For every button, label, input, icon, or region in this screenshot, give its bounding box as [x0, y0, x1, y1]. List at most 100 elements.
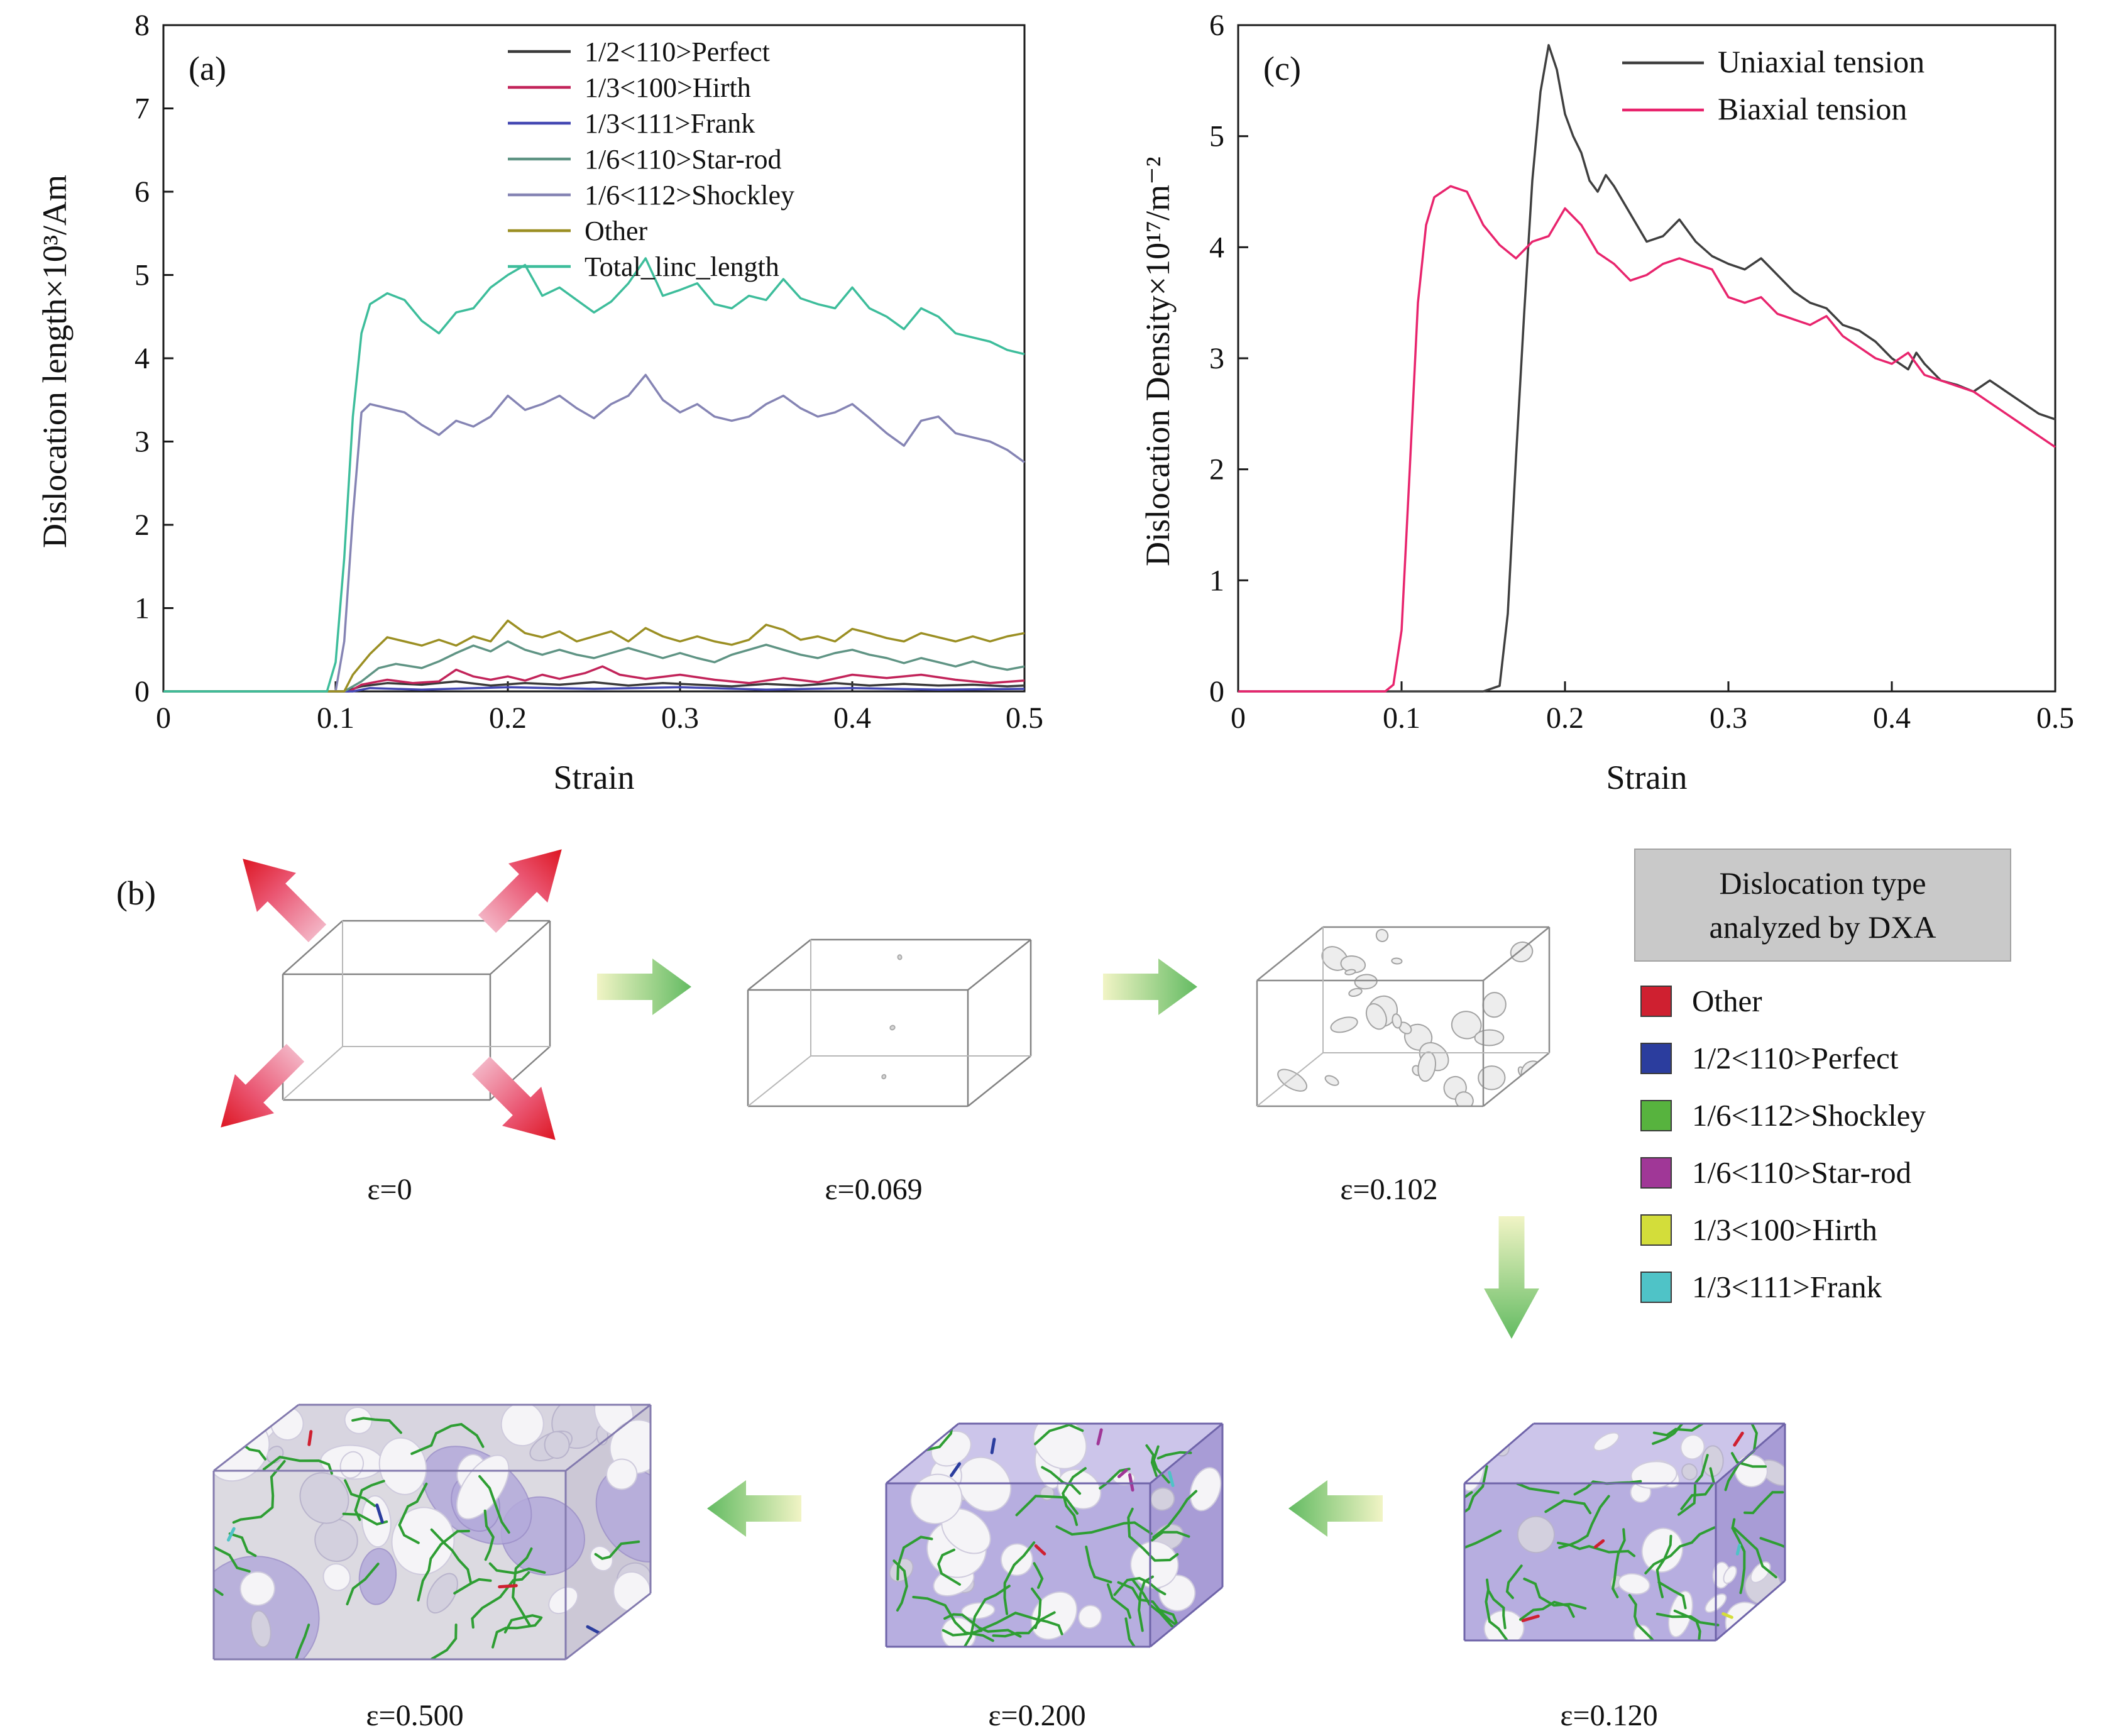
void-blob — [1417, 1051, 1436, 1082]
box-hidden-edge — [1256, 1052, 1324, 1107]
dislocation-line — [1127, 1507, 1179, 1562]
flow-arrow-right-1 — [597, 959, 691, 1015]
dislocation-line — [1519, 1600, 1575, 1621]
dislocation-line — [912, 1596, 994, 1642]
void-blob — [897, 954, 903, 960]
dislocation-segment — [990, 1437, 996, 1454]
box-edge — [1150, 1586, 1223, 1648]
dislocation-line — [1464, 1529, 1502, 1561]
strain-label-e102: ε=0.102 — [1340, 1173, 1438, 1206]
dislocation-line — [1152, 1490, 1198, 1539]
dislocation-line — [478, 1475, 510, 1534]
dislocation-line — [410, 1422, 485, 1455]
void-blob — [1324, 1075, 1339, 1086]
dislocation-segment — [307, 1430, 313, 1446]
dxa-item-label: 1/6<110>Star-rod — [1692, 1155, 1912, 1190]
legend-entry-label: 1/3<111>Frank — [585, 108, 755, 139]
dislocation-line — [351, 1417, 402, 1434]
series-line — [1238, 185, 2056, 693]
dxa-legend-item: 1/2<110>Perfect — [1640, 1040, 2011, 1076]
dislocation-segment — [1096, 1428, 1103, 1446]
void-blob — [1474, 1029, 1505, 1047]
dxa-legend-item: 1/6<112>Shockley — [1640, 1097, 2011, 1133]
dxa-legend-item: 1/3<111>Frank — [1640, 1269, 2011, 1305]
dislocation-line — [346, 1563, 380, 1606]
dxa-color-swatch — [1640, 985, 1672, 1017]
void-blob — [1150, 1487, 1175, 1511]
dislocation-line — [512, 1547, 533, 1627]
dislocation-line — [1523, 1578, 1587, 1610]
panel-c-letter: (c) — [1263, 50, 1301, 87]
dislocation-segment — [586, 1625, 601, 1635]
y-tick-label: 6 — [135, 175, 150, 209]
dislocation-segment — [1034, 1544, 1046, 1556]
dislocation-line — [918, 1424, 957, 1453]
void-blob — [391, 1507, 455, 1575]
dislocation-line — [1015, 1495, 1079, 1517]
void-blob — [1641, 1527, 1684, 1573]
dislocation-line — [1485, 1578, 1513, 1640]
dxa-legend-item: Other — [1640, 983, 2011, 1019]
void-blob — [299, 1472, 349, 1524]
arrow-down-icon — [1484, 1216, 1539, 1339]
dislocation-line — [1124, 1617, 1158, 1647]
dislocation-line — [1655, 1612, 1720, 1627]
box-edge — [282, 920, 343, 975]
dxa-item-label: 1/2<110>Perfect — [1692, 1041, 1899, 1075]
void-blob — [1130, 1541, 1179, 1589]
void-blob — [1451, 1011, 1482, 1040]
box-interior — [881, 954, 903, 1080]
dislocation-line — [943, 1613, 1022, 1638]
void-blob — [1510, 941, 1534, 963]
void-blob — [314, 1519, 358, 1563]
dislocation-line — [1673, 1609, 1701, 1640]
arrow-left-icon — [707, 1480, 801, 1537]
void-blob — [1482, 992, 1507, 1018]
dxa-item-label: Other — [1692, 984, 1762, 1018]
dxa-color-swatch — [1640, 1042, 1672, 1074]
void-blob — [1618, 1573, 1650, 1595]
dislocation-segment — [1117, 1468, 1128, 1478]
dislocation-segment — [1593, 1539, 1605, 1549]
dislocation-line — [942, 1629, 983, 1637]
void-blob — [1375, 928, 1389, 942]
void-blob — [1593, 1432, 1620, 1451]
dislocation-line — [1156, 1451, 1192, 1460]
box-edge — [565, 1592, 651, 1661]
dislocation-line — [1544, 1499, 1592, 1515]
dislocation-line — [1731, 1518, 1746, 1595]
tension-arrow-icon — [478, 849, 562, 933]
series-line — [163, 619, 1025, 693]
void-blob — [361, 1495, 392, 1548]
legend-entry-label: 1/3<100>Hirth — [585, 72, 751, 103]
dislocation-line — [290, 1623, 310, 1659]
y-tick-label: 6 — [1209, 9, 1224, 42]
dislocation-segment — [1168, 1471, 1175, 1487]
y-tick-label: 4 — [1209, 231, 1224, 264]
void-blob — [1354, 974, 1378, 990]
void-blob — [606, 1458, 638, 1490]
dislocation-line — [1612, 1528, 1626, 1598]
y-tick-label: 5 — [1209, 120, 1224, 153]
chart-c-ylabel: Dislocation Density×10¹⁷/m⁻² — [1139, 157, 1177, 566]
box-hidden-edge — [747, 1055, 811, 1107]
tension-arrow-icon — [243, 859, 327, 943]
dislocation-line — [417, 1529, 470, 1601]
void-blob — [239, 1571, 275, 1607]
box-edge — [1715, 1579, 1786, 1642]
x-tick-label: 0 — [1231, 701, 1246, 735]
strain-label-e069: ε=0.069 — [825, 1173, 923, 1206]
dislocation-line — [1657, 1581, 1687, 1610]
box-edge — [565, 1404, 651, 1472]
dislocation-line — [1743, 1491, 1784, 1515]
plot-frame — [1237, 24, 2056, 693]
series-line — [163, 373, 1026, 693]
void-blob — [1517, 1515, 1555, 1554]
dislocation-segment — [1735, 1544, 1742, 1556]
dislocation-line — [976, 1612, 1063, 1635]
snapshot-box-e102 — [1256, 926, 1551, 1107]
void-blob — [1365, 1003, 1387, 1030]
y-tick-label: 7 — [135, 92, 150, 126]
void-blob — [1001, 1543, 1033, 1576]
strain-label-e120: ε=0.120 — [1560, 1699, 1658, 1732]
